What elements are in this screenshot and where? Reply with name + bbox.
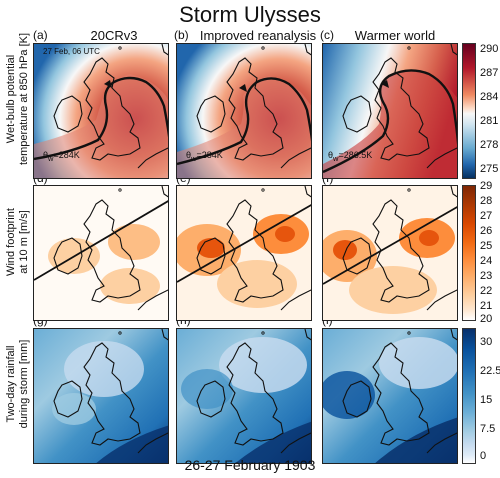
wind-tick-28: 28 <box>480 195 493 207</box>
rain-tick-15: 15 <box>480 394 493 406</box>
panel-i-rainfall-warmer <box>322 328 458 464</box>
temp-tick-287: 287 <box>480 67 499 79</box>
rain-tick-7-5: 7.5 <box>480 423 496 435</box>
rain-tick-22-5: 22.5 <box>480 365 500 377</box>
panel-c-theta-label: θw=286.5K <box>328 150 373 163</box>
wind-tick-26: 26 <box>480 225 493 237</box>
row-label-wet-bulb: Wet-bulb potential temperature at 850 hPa… <box>5 32 30 166</box>
temp-tick-275: 275 <box>480 163 499 175</box>
panel-h-rainfall-improved <box>176 328 312 464</box>
rainfall-colorbar <box>462 328 476 464</box>
wind-tick-24: 24 <box>480 255 493 267</box>
figure-title: Storm Ulysses <box>179 2 321 27</box>
panel-e-wind-improved <box>176 185 312 321</box>
panel-label-a: (a) <box>33 28 48 42</box>
panel-a-theta-label: θw=284K <box>43 150 80 163</box>
row-label-rainfall: Two-day rainfall during storm [mm] <box>5 339 30 429</box>
panel-label-b: (b) <box>174 28 189 42</box>
wind-tick-29: 29 <box>480 180 493 192</box>
row-label-wind: Wind footprint at 10 m [m/s] <box>5 208 30 276</box>
panel-g-rainfall-20crv3 <box>33 328 169 464</box>
rain-tick-0: 0 <box>480 450 487 462</box>
wind-tick-20: 20 <box>480 313 493 325</box>
panel-f-wind-warmer <box>322 185 458 321</box>
column-title-20crv3: 20CRv3 <box>90 28 138 43</box>
column-title-warmer-world: Warmer world <box>354 28 436 43</box>
wind-colorbar <box>462 185 476 321</box>
wind-tick-21: 21 <box>480 300 493 312</box>
temperature-colorbar <box>462 43 476 179</box>
wind-tick-27: 27 <box>480 210 493 222</box>
temp-tick-278: 278 <box>480 139 499 151</box>
wind-tick-25: 25 <box>480 240 493 252</box>
date-label: 26-27 February 1903 <box>184 457 316 473</box>
panel-b-temperature-improved <box>176 43 312 179</box>
temp-tick-290: 290 <box>480 43 499 55</box>
rain-tick-30: 30 <box>480 336 493 348</box>
column-title-improved-reanalysis: Improved reanalysis <box>199 28 317 43</box>
temp-tick-284: 284 <box>480 91 499 103</box>
panel-a-temperature-20crv3 <box>33 43 169 179</box>
panel-c-temperature-warmer <box>322 43 458 179</box>
panel-label-c: (c) <box>320 28 334 42</box>
wind-tick-22: 22 <box>480 285 493 297</box>
wind-tick-23: 23 <box>480 270 493 282</box>
panel-a-timestamp: 27 Feb, 06 UTC <box>43 47 100 56</box>
temp-tick-281: 281 <box>480 115 499 127</box>
panel-d-wind-20crv3 <box>33 185 169 321</box>
panel-b-theta-label: θw=284K <box>186 150 223 163</box>
